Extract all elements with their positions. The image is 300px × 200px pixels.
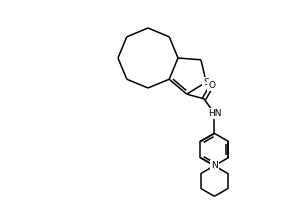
Text: O: O [208, 81, 215, 90]
Text: N: N [211, 161, 218, 170]
Text: S: S [203, 78, 209, 87]
Text: HN: HN [208, 109, 221, 118]
